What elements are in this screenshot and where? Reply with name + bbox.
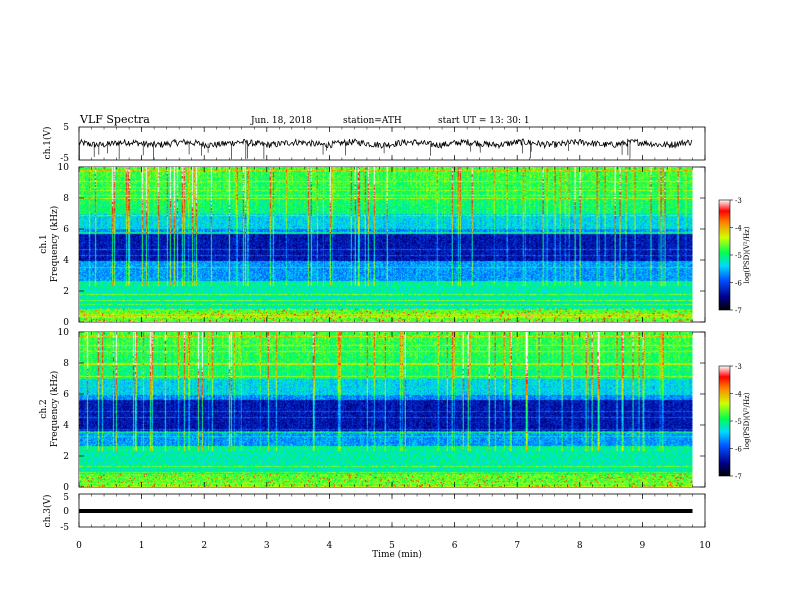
ytick-label: 4 — [63, 421, 69, 431]
ytick-label: 2 — [63, 287, 69, 297]
ytick-label: 2 — [63, 452, 69, 462]
colorbar-tick-label: -5 — [735, 252, 742, 260]
colorbar-tick-label: -3 — [735, 363, 742, 371]
ch1-waveform-frame — [78, 126, 706, 161]
ch3-waveform-trace — [79, 509, 693, 513]
time-axis: 0 1 2 3 4 5 6 7 8 9 10 — [76, 127, 711, 551]
ch1-spectrogram-image — [79, 167, 693, 322]
xtick-label: 1 — [139, 541, 145, 551]
ch2-spectrogram-ylabel-frequency: Frequency (kHz) — [49, 371, 60, 448]
colorbar-tick-label: -5 — [735, 418, 742, 426]
xtick-label: 3 — [264, 541, 270, 551]
ch1-waveform-spikes — [79, 143, 631, 160]
ch3-ytick-mid: 0 — [63, 507, 69, 517]
ytick-label: 0 — [63, 483, 69, 493]
ch3-ytick-bottom: -5 — [60, 523, 69, 533]
ch1-spectrogram-ylabel-frequency: Frequency (kHz) — [49, 206, 60, 283]
xtick-label: 9 — [640, 541, 646, 551]
ch1-spectrogram-panel: 0 2 4 6 8 10 ch.1 Frequency (kHz) — [39, 163, 706, 328]
colorbar-tick-label: -4 — [735, 225, 742, 233]
xtick-label: 2 — [201, 541, 207, 551]
xtick-label: 8 — [577, 541, 583, 551]
station-label: station=ATH — [343, 116, 402, 126]
ch1-colorbar: -3 -4 -5 -6 -7 log(PSD)(V²/Hz) — [718, 197, 751, 315]
colorbar-tick-label: -7 — [735, 473, 742, 481]
ch2-colorbar-gradient — [718, 365, 731, 477]
ch2-spectrogram-image — [79, 332, 693, 487]
ytick-label: 6 — [63, 225, 69, 235]
ch1-spectrogram-ylabel-channel: ch.1 — [39, 234, 49, 253]
xtick-label: 6 — [452, 541, 458, 551]
colorbar-tick-label: -6 — [735, 280, 742, 288]
ch1-colorbar-gradient — [718, 199, 731, 311]
colorbar-tick-label: -3 — [735, 197, 742, 205]
ch2-colorbar: -3 -4 -5 -6 -7 log(PSD)(V²/Hz) — [718, 363, 751, 481]
ytick-label: 8 — [63, 359, 69, 369]
xtick-label: 5 — [389, 541, 395, 551]
xtick-label: 4 — [327, 541, 333, 551]
ytick-label: 0 — [63, 318, 69, 328]
ytick-label: 10 — [58, 163, 70, 173]
ch1-ytick-bottom: -5 — [60, 154, 69, 164]
ytick-label: 6 — [63, 390, 69, 400]
ch1-waveform-trace — [78, 138, 693, 150]
xtick-label: 0 — [76, 541, 82, 551]
figure-title: VLF Spectra — [79, 113, 150, 126]
date-label: Jun. 18, 2018 — [250, 116, 312, 126]
ch2-spectrogram-ylabel-channel: ch.2 — [39, 399, 49, 418]
colorbar-tick-label: -7 — [735, 307, 742, 315]
start-time-label: start UT = 13: 30: 1 — [438, 116, 530, 126]
ch3-ytick-top: 5 — [63, 493, 69, 503]
ytick-label: 4 — [63, 256, 69, 266]
time-axis-label: Time (min) — [372, 549, 422, 560]
ytick-label: 10 — [58, 328, 70, 338]
ch1-colorbar-label: log(PSD)(V²/Hz) — [743, 226, 751, 283]
ch1-ytick-top: 5 — [63, 123, 69, 133]
colorbar-tick-label: -4 — [735, 391, 742, 399]
ch2-colorbar-label: log(PSD)(V²/Hz) — [743, 392, 751, 449]
ch1-waveform-panel: 5 -5 ch.1(V) — [42, 123, 706, 164]
xtick-label: 7 — [514, 541, 520, 551]
ch3-waveform-ylabel: ch.3(V) — [42, 495, 53, 528]
ytick-label: 8 — [63, 194, 69, 204]
ch1-waveform-ylabel: ch.1(V) — [42, 127, 53, 160]
colorbar-tick-label: -6 — [735, 446, 742, 454]
ch3-waveform-panel: 5 0 -5 ch.3(V) — [42, 493, 706, 533]
xtick-label: 10 — [699, 541, 711, 551]
ch2-spectrogram-panel: 0 2 4 6 8 10 ch.2 Frequency (kHz) — [39, 328, 706, 493]
